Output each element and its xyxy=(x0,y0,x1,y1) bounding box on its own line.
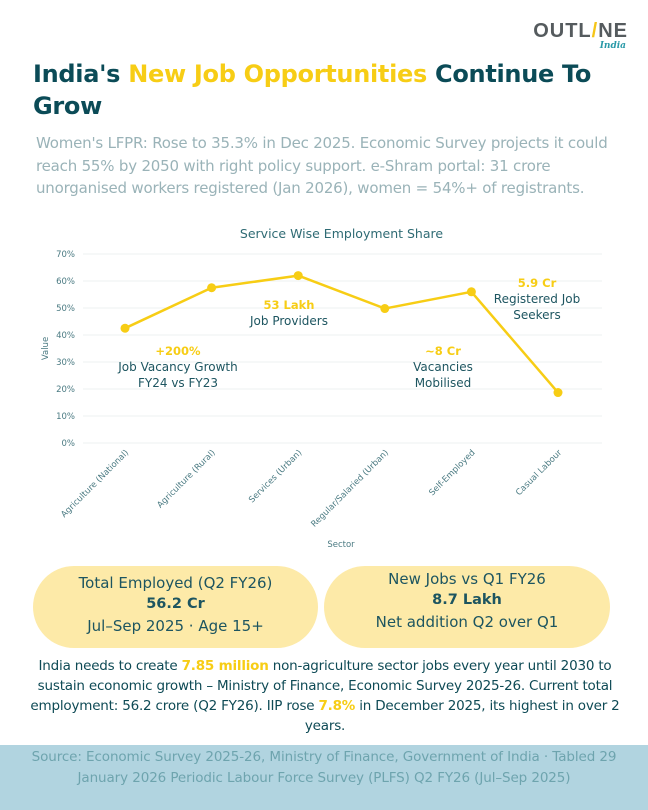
stat-note: Jul–Sep 2025 · Age 15+ xyxy=(87,617,264,635)
stat-card-total-employed: Total Employed (Q2 FY26) 56.2 Cr Jul–Sep… xyxy=(33,566,318,648)
stat-value: 56.2 Cr xyxy=(146,596,205,612)
page-title: India's New Job Opportunities Continue T… xyxy=(33,60,592,120)
data-point xyxy=(380,304,390,314)
data-point xyxy=(120,323,130,333)
line-chart: Service Wise Employment Share 0% 10% 20% 30… xyxy=(0,222,648,557)
summary-text: India needs to create 7.85 million non-a… xyxy=(30,658,620,734)
data-point xyxy=(207,283,217,293)
stat-value: 8.7 Lakh xyxy=(432,592,502,608)
annotation-job-vacancy-growth: +200% Job Vacancy Growth FY24 vs FY23 xyxy=(118,344,238,390)
y-tick-label: 10% xyxy=(56,412,75,422)
highlight-iip-rate: 7.8% xyxy=(318,698,356,714)
y-tick-label: 50% xyxy=(56,304,75,314)
x-tick-label: Self-Employed xyxy=(427,448,477,498)
source-footer: Source: Economic Survey 2025-26, Ministr… xyxy=(0,745,648,810)
stat-card-new-jobs: New Jobs vs Q1 FY26 8.7 Lakh Net additio… xyxy=(324,566,610,648)
brand-logo: OUTL/NE India xyxy=(533,20,628,51)
x-tick-label: Agriculture (National) xyxy=(59,448,131,520)
intro-text: Women's LFPR: Rose to 35.3% in Dec 2025.… xyxy=(36,134,608,197)
x-tick-label: Regular/Salaried (Urban) xyxy=(309,448,390,529)
stat-label: New Jobs vs Q1 FY26 xyxy=(388,570,546,588)
x-axis-label: Sector xyxy=(327,540,355,550)
x-tick-label: Casual Labour xyxy=(514,448,564,498)
data-point xyxy=(293,271,303,281)
x-tick-label: Agriculture (Rural) xyxy=(155,448,217,510)
series-line xyxy=(124,274,559,394)
chart-title: Service Wise Employment Share xyxy=(239,226,444,241)
annotation-registered-job-seekers: 5.9 Cr Registered Job Seekers xyxy=(493,276,581,322)
logo-slash-icon: / xyxy=(591,20,599,42)
data-point xyxy=(466,287,476,297)
logo-subtitle: India xyxy=(599,41,626,51)
stat-note: Net addition Q2 over Q1 xyxy=(375,613,559,631)
y-tick-label: 60% xyxy=(56,277,75,287)
y-tick-label: 70% xyxy=(56,250,75,260)
data-point xyxy=(553,388,563,398)
logo-wordmark: OUTL/NE xyxy=(533,20,628,42)
y-tick-label: 30% xyxy=(56,358,75,368)
annotation-vacancies-mobilised: ~8 Cr Vacancies Mobilised xyxy=(413,344,473,390)
title-highlight: New Job Opportunities xyxy=(128,60,427,88)
x-tick-label: Services (Urban) xyxy=(247,448,304,505)
chart-canvas: 0% 10% 20% 30% 40% 50% 60% 70% Value Agriculture … xyxy=(41,250,602,550)
y-axis-label: Value xyxy=(41,337,51,360)
y-tick-label: 20% xyxy=(56,385,75,395)
stat-label: Total Employed (Q2 FY26) xyxy=(78,574,273,592)
highlight-7-85-million: 7.85 million xyxy=(181,658,269,674)
y-tick-label: 40% xyxy=(56,331,75,341)
y-tick-label: 0% xyxy=(62,439,76,449)
annotation-job-providers: 53 Lakh Job Providers xyxy=(250,298,328,328)
